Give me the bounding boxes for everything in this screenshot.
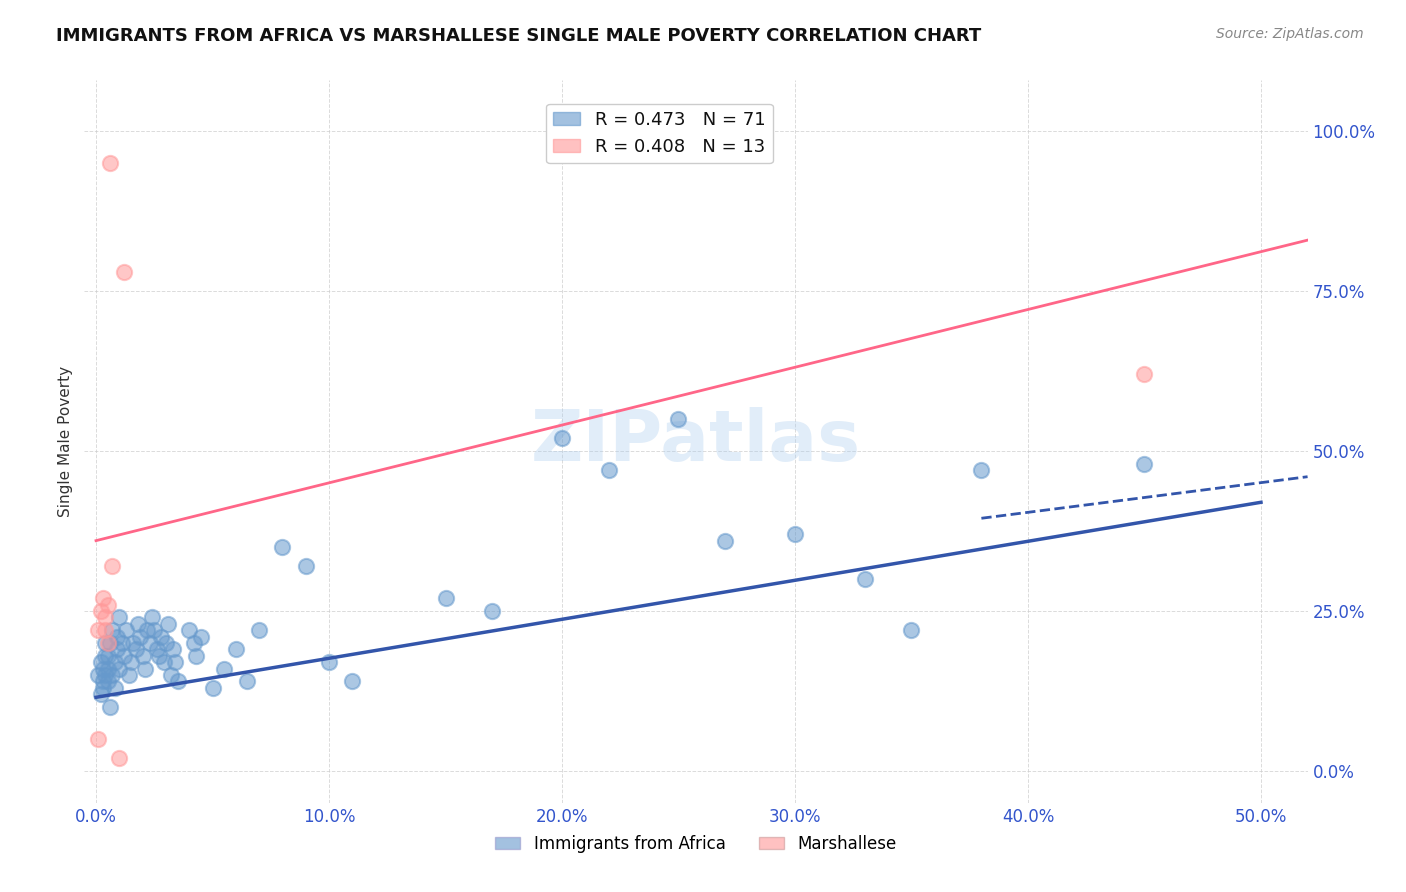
Point: [115, 623, 138, 637]
Point: [127, 616, 149, 631]
Point: [900, 623, 922, 637]
Point: [112, 648, 135, 663]
Point: [212, 661, 235, 675]
Point: [97, 598, 120, 612]
Point: [120, 655, 142, 669]
Point: [101, 559, 124, 574]
Point: [94, 610, 117, 624]
Point: [668, 412, 690, 426]
Point: [136, 623, 159, 637]
Point: [91, 674, 114, 689]
Point: [318, 655, 340, 669]
Point: [190, 630, 212, 644]
Point: [481, 604, 503, 618]
Point: [155, 636, 177, 650]
Point: [225, 642, 247, 657]
Point: [179, 623, 201, 637]
Point: [104, 655, 127, 669]
Point: [183, 636, 205, 650]
Point: [108, 661, 131, 675]
Point: [101, 623, 124, 637]
Point: [124, 642, 146, 657]
Point: [165, 655, 187, 669]
Point: [247, 623, 270, 637]
Point: [143, 623, 166, 637]
Point: [714, 533, 737, 548]
Point: [134, 661, 156, 675]
Text: Source: ZipAtlas.com: Source: ZipAtlas.com: [1216, 27, 1364, 41]
Point: [152, 655, 174, 669]
Point: [141, 610, 163, 624]
Point: [186, 648, 208, 663]
Point: [434, 591, 457, 606]
Point: [1133, 457, 1156, 471]
Point: [91, 661, 114, 675]
Point: [98, 636, 121, 650]
Point: [90, 687, 112, 701]
Point: [150, 630, 173, 644]
Text: IMMIGRANTS FROM AFRICA VS MARSHALLESE SINGLE MALE POVERTY CORRELATION CHART: IMMIGRANTS FROM AFRICA VS MARSHALLESE SI…: [56, 27, 981, 45]
Point: [87, 668, 110, 682]
Legend: Immigrants from Africa, Marshallese: Immigrants from Africa, Marshallese: [489, 828, 903, 860]
Point: [138, 636, 160, 650]
Point: [117, 668, 139, 682]
Point: [94, 636, 117, 650]
Point: [101, 668, 124, 682]
Point: [166, 674, 188, 689]
Point: [853, 572, 876, 586]
Point: [104, 681, 127, 695]
Point: [87, 731, 110, 746]
Point: [105, 642, 128, 657]
Point: [342, 674, 364, 689]
Point: [91, 591, 114, 606]
Point: [131, 648, 153, 663]
Point: [97, 648, 120, 663]
Point: [129, 630, 152, 644]
Point: [90, 655, 112, 669]
Point: [551, 431, 574, 445]
Point: [97, 661, 120, 675]
Point: [105, 630, 128, 644]
Text: ZIPatlas: ZIPatlas: [531, 407, 860, 476]
Point: [108, 751, 131, 765]
Point: [97, 636, 120, 650]
Point: [112, 265, 135, 279]
Point: [201, 681, 224, 695]
Point: [98, 156, 121, 170]
Point: [94, 668, 117, 682]
Point: [97, 674, 120, 689]
Point: [91, 681, 114, 695]
Point: [271, 540, 294, 554]
Point: [970, 463, 993, 477]
Point: [87, 623, 110, 637]
Y-axis label: Single Male Poverty: Single Male Poverty: [58, 366, 73, 517]
Point: [162, 642, 184, 657]
Point: [157, 616, 180, 631]
Point: [236, 674, 259, 689]
Point: [108, 610, 131, 624]
Point: [111, 636, 134, 650]
Point: [159, 668, 181, 682]
Point: [94, 648, 117, 663]
Point: [94, 623, 117, 637]
Point: [90, 604, 112, 618]
Point: [294, 559, 316, 574]
Point: [598, 463, 620, 477]
Point: [145, 642, 167, 657]
Point: [122, 636, 145, 650]
Point: [1133, 368, 1156, 382]
Point: [98, 699, 121, 714]
Point: [148, 648, 170, 663]
Point: [783, 527, 806, 541]
